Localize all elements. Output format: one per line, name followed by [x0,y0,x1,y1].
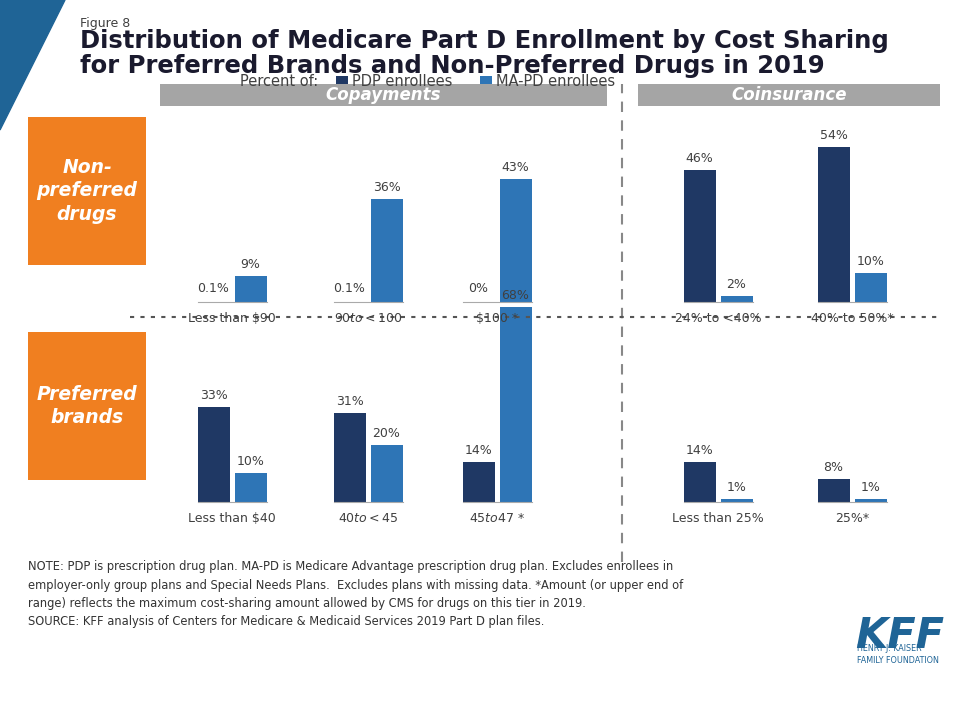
FancyBboxPatch shape [371,199,402,302]
Text: 9%: 9% [241,258,260,271]
FancyBboxPatch shape [234,276,267,302]
Text: $40 to <$45: $40 to <$45 [338,512,398,525]
Text: $90 to <$100: $90 to <$100 [333,312,402,325]
Polygon shape [0,0,65,130]
Text: Less than $90: Less than $90 [188,312,276,325]
FancyBboxPatch shape [818,147,850,302]
FancyBboxPatch shape [160,84,607,106]
Text: 25%*: 25%* [835,512,869,525]
Text: Preferred
brands: Preferred brands [36,384,137,427]
Text: NOTE: PDP is prescription drug plan. MA-PD is Medicare Advantage prescription dr: NOTE: PDP is prescription drug plan. MA-… [28,560,684,629]
Text: 36%: 36% [372,181,400,194]
FancyBboxPatch shape [638,84,940,106]
Text: Figure 8: Figure 8 [80,17,131,30]
FancyBboxPatch shape [234,473,267,502]
FancyBboxPatch shape [684,462,715,502]
Text: 1%: 1% [860,481,880,494]
Text: Copayments: Copayments [325,86,442,104]
Text: $100 *: $100 * [476,312,518,325]
Text: KFF: KFF [855,615,944,657]
FancyBboxPatch shape [371,444,402,502]
Text: 43%: 43% [502,161,529,174]
Text: 0%: 0% [468,282,489,295]
Text: 40% to 50%*: 40% to 50%* [810,312,894,325]
Text: 2%: 2% [727,278,747,292]
Text: Coinsurance: Coinsurance [732,86,847,104]
Text: 31%: 31% [336,395,364,408]
Text: 0.1%: 0.1% [333,282,366,295]
FancyBboxPatch shape [854,274,886,302]
Text: 20%: 20% [372,426,400,440]
Text: 14%: 14% [465,444,492,456]
Text: MA-PD enrollees: MA-PD enrollees [496,74,615,89]
Text: 24% to <40%: 24% to <40% [675,312,761,325]
Text: 54%: 54% [820,129,848,142]
FancyBboxPatch shape [818,479,850,502]
Text: Non-
preferred
drugs: Non- preferred drugs [36,158,137,224]
Text: 10%: 10% [856,256,884,269]
Text: Percent of:: Percent of: [240,74,319,89]
Text: for Preferred Brands and Non-Preferred Drugs in 2019: for Preferred Brands and Non-Preferred D… [80,54,825,78]
FancyBboxPatch shape [684,170,715,302]
Text: 1%: 1% [727,481,747,494]
Text: 10%: 10% [236,455,264,468]
Text: PDP enrollees: PDP enrollees [352,74,452,89]
Text: 46%: 46% [685,152,713,165]
Text: Distribution of Medicare Part D Enrollment by Cost Sharing: Distribution of Medicare Part D Enrollme… [80,29,889,53]
Text: Less than $40: Less than $40 [188,512,276,525]
FancyBboxPatch shape [28,332,146,480]
Text: HENRY J. KAISER
FAMILY FOUNDATION: HENRY J. KAISER FAMILY FOUNDATION [857,644,939,665]
Text: 33%: 33% [200,390,228,402]
FancyBboxPatch shape [499,307,532,502]
FancyBboxPatch shape [28,117,146,265]
FancyBboxPatch shape [480,76,492,88]
FancyBboxPatch shape [463,462,494,502]
FancyBboxPatch shape [499,179,532,302]
FancyBboxPatch shape [721,296,753,302]
FancyBboxPatch shape [333,413,366,502]
FancyBboxPatch shape [721,499,753,502]
Text: $45 to $47 *: $45 to $47 * [468,512,525,525]
Text: 8%: 8% [824,461,844,474]
Text: Less than 25%: Less than 25% [672,512,764,525]
Text: 14%: 14% [685,444,713,456]
FancyBboxPatch shape [336,76,348,88]
Text: 68%: 68% [501,289,529,302]
FancyBboxPatch shape [198,408,229,502]
FancyBboxPatch shape [854,499,886,502]
Text: 0.1%: 0.1% [198,282,229,295]
